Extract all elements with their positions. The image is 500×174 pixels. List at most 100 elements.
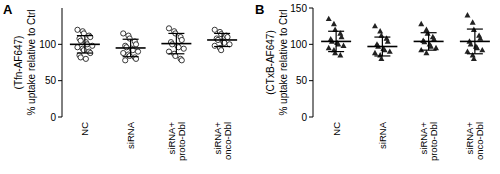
y-tick-label: 150 (290, 3, 307, 14)
error-bar (382, 37, 383, 56)
x-tick-label-line: proto-Dbl (176, 122, 187, 161)
error-cap (214, 33, 230, 34)
point (75, 27, 80, 32)
error-cap (421, 32, 437, 33)
axis-label: (Tfn-AF647) (13, 36, 24, 90)
point (326, 16, 332, 21)
error-cap (328, 31, 344, 32)
error-cap (77, 35, 93, 36)
y-tick (309, 117, 313, 118)
error-bar (84, 36, 85, 53)
point (135, 49, 140, 54)
point (181, 46, 186, 51)
error-bar (474, 29, 475, 54)
error-cap (374, 55, 390, 56)
point (78, 38, 83, 43)
error-bar (130, 39, 131, 56)
error-bar (176, 33, 177, 53)
x-tick-label-line: NC (79, 122, 90, 136)
point (331, 21, 337, 26)
point (179, 37, 184, 42)
point (212, 27, 217, 32)
axis-label: % uptake relative to Ctrl (26, 9, 37, 115)
y-tick-label: 100 (39, 39, 56, 50)
x-tick-label-line: siRNA (377, 121, 388, 149)
y-tick-label: 50 (296, 75, 308, 86)
y-tick (58, 44, 62, 45)
point (377, 28, 383, 33)
point (372, 23, 378, 28)
error-cap (214, 46, 230, 47)
point (212, 43, 217, 48)
x-tick-label-line: NC (331, 122, 342, 136)
point (166, 26, 171, 31)
y-axis (313, 8, 314, 117)
point (339, 34, 345, 39)
point (121, 31, 126, 36)
panel-label: A (3, 2, 13, 17)
x-tick-label: siRNA+proto-Dbl (418, 122, 439, 162)
x-tick-label: siRNA (377, 121, 388, 149)
error-cap (467, 53, 483, 54)
error-bar (222, 33, 223, 46)
point (477, 35, 483, 40)
y-tick-label: 50 (45, 75, 57, 86)
y-tick (309, 44, 313, 45)
point (341, 43, 347, 48)
error-cap (77, 52, 93, 53)
y-tick (309, 80, 313, 81)
y-tick (58, 80, 62, 81)
error-cap (123, 56, 139, 57)
point (464, 12, 470, 17)
plot-area (321, 12, 490, 61)
point (121, 50, 126, 55)
point (471, 56, 477, 61)
y-tick (58, 117, 62, 118)
point (433, 45, 439, 50)
y-tick-label: 0 (301, 112, 307, 123)
error-cap (467, 28, 483, 29)
plot-area (70, 26, 237, 63)
point (78, 55, 83, 60)
point (127, 53, 132, 58)
error-cap (168, 53, 184, 54)
point (133, 42, 138, 47)
error-cap (421, 50, 437, 51)
error-cap (168, 33, 184, 34)
panel-label: B (255, 2, 264, 17)
x-tick-label: siRNA+proto-Dbl (166, 122, 187, 162)
point (219, 48, 224, 53)
y-tick (309, 8, 313, 9)
y-tick-label: 100 (290, 39, 307, 50)
point (332, 50, 338, 55)
x-tick-label-line: onco-Dbl (222, 122, 233, 160)
axis-label: (CTxB-AF647) (265, 30, 276, 94)
x-tick-label: siRNA+onco-Dbl (464, 122, 485, 160)
point (225, 34, 230, 39)
point (470, 19, 476, 24)
point (127, 36, 132, 41)
error-cap (374, 36, 390, 37)
point (179, 58, 184, 63)
error-bar (428, 33, 429, 50)
point (83, 56, 88, 61)
x-tick-label-line: onco-Dbl (474, 122, 485, 160)
x-tick-label: NC (331, 122, 342, 136)
axis-label: % uptake relative to Ctrl (278, 9, 289, 115)
x-tick-label-line: siRNA (125, 121, 136, 149)
x-tick-label: siRNA (125, 121, 136, 149)
point (418, 21, 424, 26)
point (479, 47, 485, 52)
point (219, 32, 224, 37)
error-bar (336, 31, 337, 51)
y-axis (62, 8, 63, 117)
x-tick-label: NC (79, 122, 90, 136)
y-tick-label: 0 (50, 112, 56, 123)
point (326, 45, 332, 50)
error-cap (123, 39, 139, 40)
point (464, 48, 470, 53)
point (123, 58, 128, 63)
point (81, 48, 86, 53)
x-tick-label-line: proto-Dbl (428, 122, 439, 161)
error-cap (328, 51, 344, 52)
